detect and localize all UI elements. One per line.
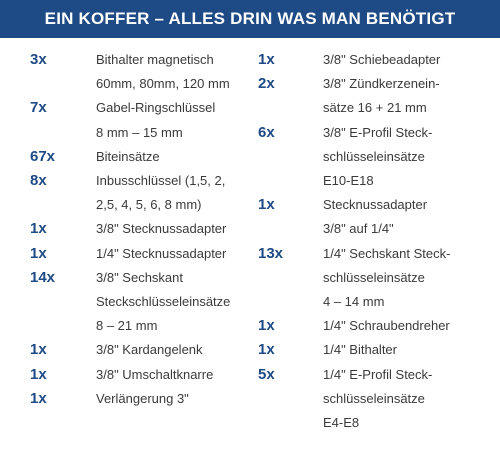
item-description-line: 3/8" Stecknussadapter: [96, 221, 227, 237]
item-description-line: 1/4" E-Profil Steck-: [323, 366, 433, 382]
header-banner: EIN KOFFER – ALLES DRIN WAS MAN BENÖTIGT: [0, 0, 500, 38]
item-description-line: 60mm, 80mm, 120 mm: [96, 76, 230, 92]
item-description-line: 3/8" auf 1/4": [323, 221, 394, 237]
item-quantity: 13x: [258, 244, 284, 262]
item-quantity: 2x: [258, 75, 275, 93]
item-quantity: 1x: [30, 365, 47, 383]
item-description-line: 3/8" Sechskant: [96, 269, 184, 285]
item-description-line: 8 – 21 mm: [96, 318, 158, 334]
item-description-line: E10-E18: [323, 173, 374, 188]
item-description-line: 3/8" Zündkerzenein-: [323, 76, 440, 92]
item-quantity: 1x: [30, 341, 47, 359]
item-quantity: 14x: [30, 268, 56, 286]
item-description-line: Inbusschlüssel (1,5, 2,: [96, 173, 226, 188]
item-description-line: Bithalter magnetisch: [96, 52, 214, 67]
item-description-line: 1/4" Stecknussadapter: [96, 245, 227, 261]
item-quantity: 1x: [30, 389, 47, 407]
item-quantity: 67x: [30, 147, 56, 165]
item-description-line: E4-E8: [323, 415, 360, 430]
item-description-line: schlüsseleinsätze: [323, 269, 425, 285]
item-quantity: 3x: [30, 51, 47, 68]
item-description-line: Biteinsätze: [96, 148, 160, 164]
item-quantity: 6x: [258, 123, 275, 141]
item-description-line: 3/8" Schiebeadapter: [323, 52, 441, 67]
item-quantity: 1x: [258, 317, 275, 335]
item-description-line: schlüsseleinsätze: [323, 148, 425, 164]
item-quantity: 1x: [258, 51, 275, 68]
item-quantity: 1x: [30, 220, 47, 238]
item-description-line: 8 mm – 15 mm: [96, 124, 183, 140]
item-description-line: Steckschlüsseleinsätze: [96, 294, 231, 309]
item-quantity: 1x: [258, 341, 275, 359]
item-description-line: 3/8" Kardangelenk: [96, 342, 203, 358]
item-description-line: 3/8" E-Profil Steck-: [323, 124, 433, 140]
item-quantity: 8x: [30, 172, 47, 189]
item-description-line: Verlängerung 3": [96, 390, 189, 406]
item-description-line: 2,5, 4, 5, 6, 8 mm): [96, 197, 202, 213]
item-quantity: 1x: [258, 196, 275, 214]
item-description-line: 1/4" Schraubendreher: [323, 318, 450, 334]
item-description-line: schlüsseleinsätze: [323, 390, 425, 406]
item-quantity: 7x: [30, 99, 47, 117]
item-quantity: 1x: [30, 244, 47, 262]
header-title: EIN KOFFER – ALLES DRIN WAS MAN BENÖTIGT: [44, 9, 456, 28]
item-description-line: 1/4" Sechskant Steck-: [323, 245, 451, 261]
item-description-line: 3/8" Umschaltknarre: [96, 366, 214, 382]
item-description-line: Gabel-Ringschlüssel: [96, 100, 216, 116]
item-description-line: 4 – 14 mm: [323, 294, 385, 309]
item-quantity: 5x: [258, 365, 275, 383]
item-description-line: 1/4" Bithalter: [323, 342, 397, 358]
item-description-line: sätze 16 + 21 mm: [323, 100, 427, 116]
item-description-line: Stecknussadapter: [323, 197, 428, 213]
